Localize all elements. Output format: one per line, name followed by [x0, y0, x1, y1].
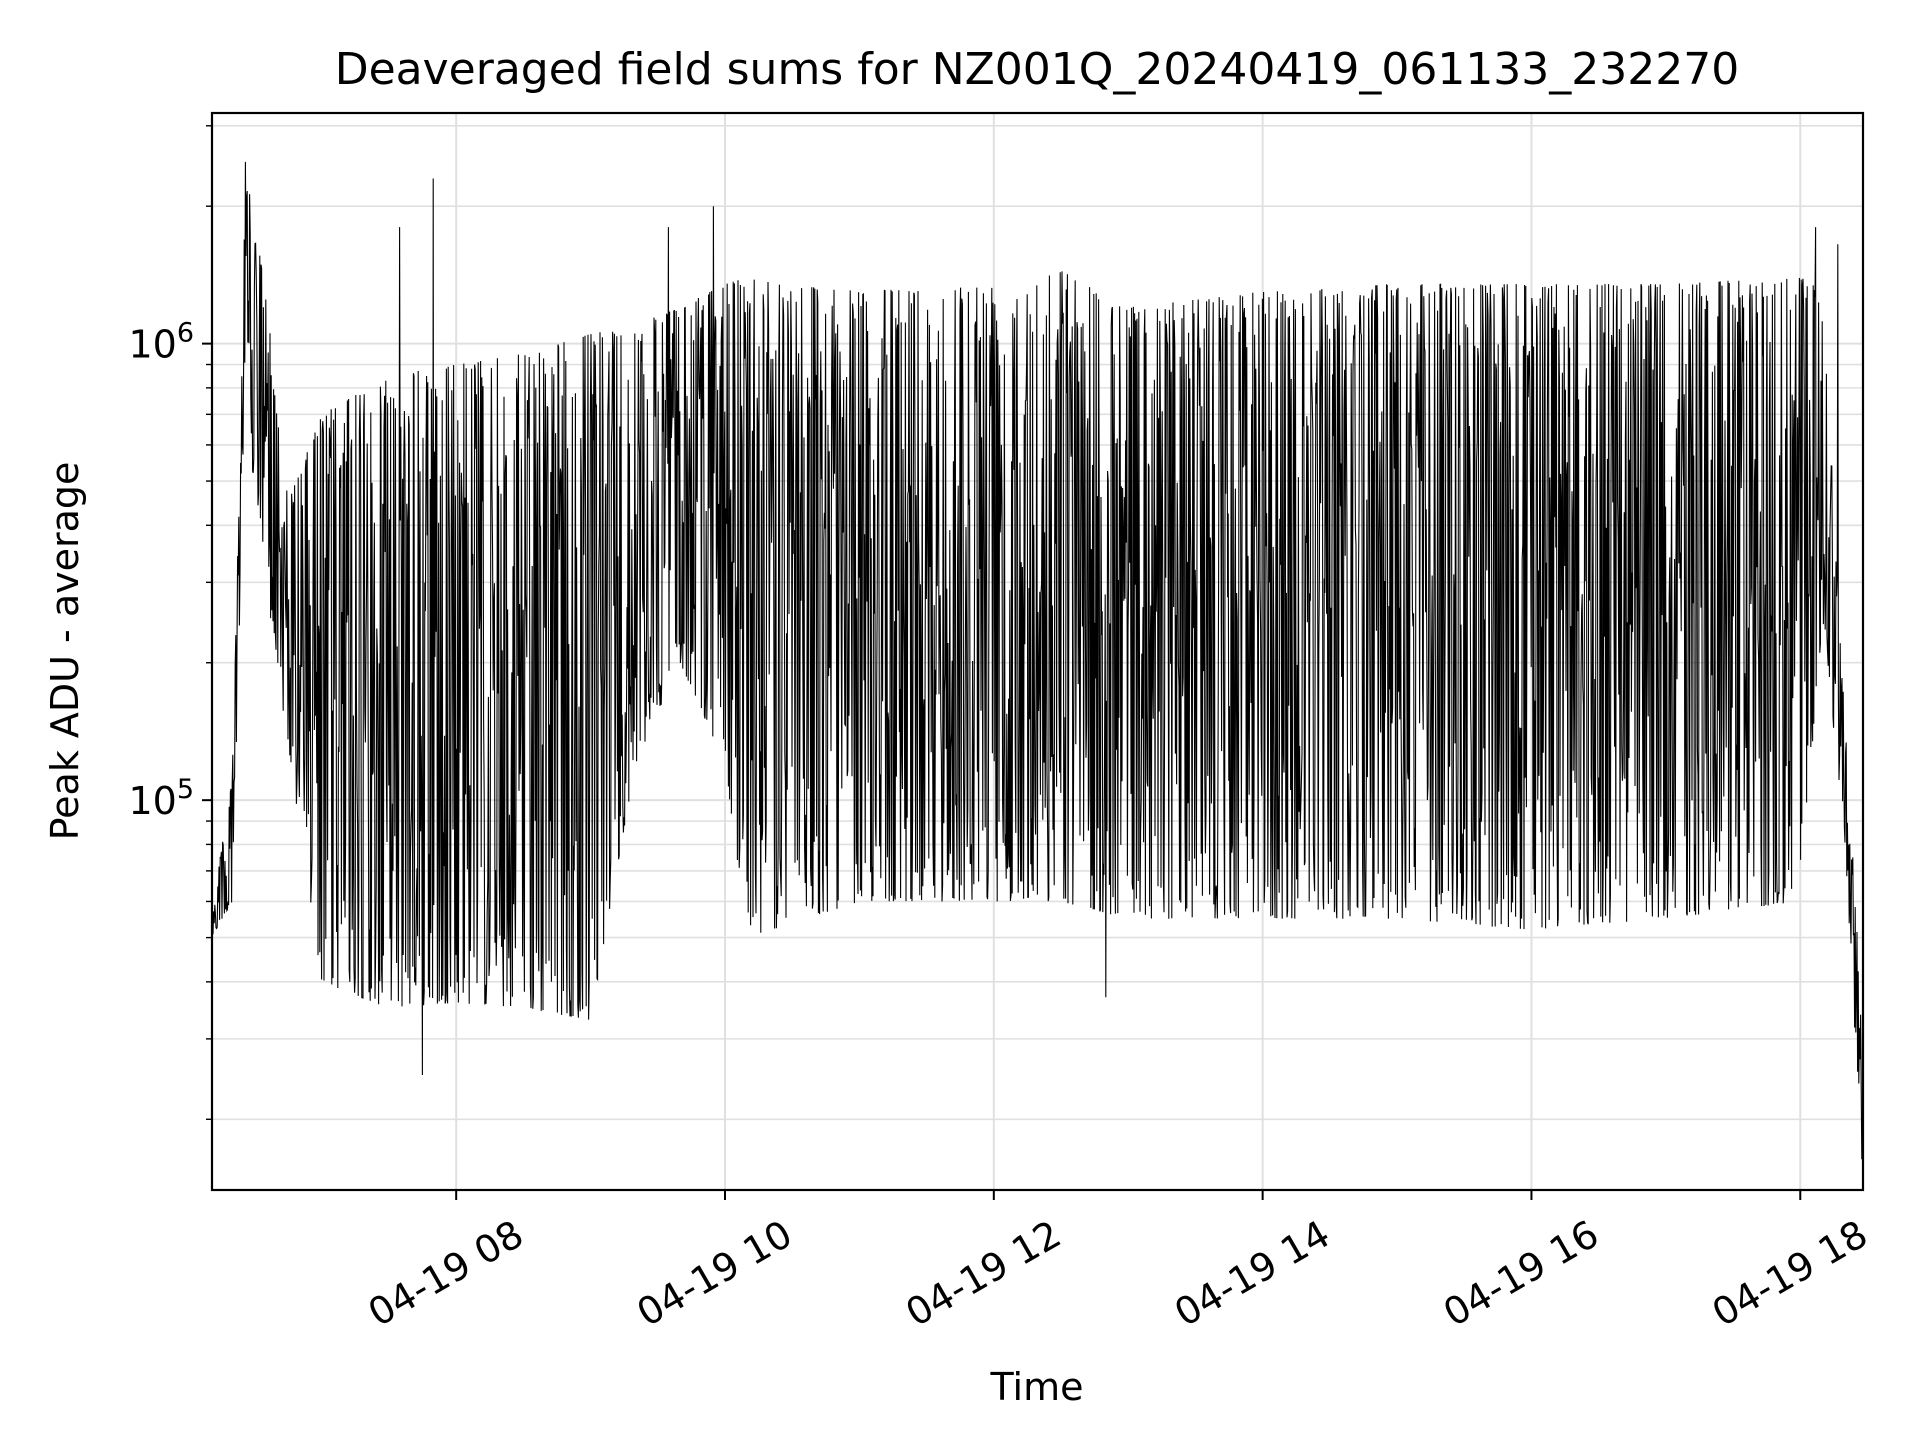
- y-axis: 105 106: [128, 125, 212, 1120]
- x-tick-label: 04-19 08: [361, 1212, 531, 1336]
- x-tick-label: 04-19 16: [1436, 1212, 1606, 1336]
- series-polyline: [212, 161, 1863, 1160]
- x-tick-label: 04-19 18: [1705, 1212, 1875, 1336]
- y-axis-label: Peak ADU - average: [43, 462, 87, 841]
- x-tick-label: 04-19 14: [1167, 1212, 1337, 1336]
- y-tick-label: 106: [128, 318, 194, 367]
- plot-frame: [210, 111, 1865, 1192]
- series-line: [212, 161, 1863, 1160]
- y-tick-label: 105: [128, 774, 194, 823]
- x-axis: 04-19 08 04-19 10 04-19 12 04-19 14 04-19 16…: [361, 1190, 1875, 1335]
- x-tick-label: 04-19 10: [630, 1212, 800, 1336]
- x-axis-label: Time: [990, 1365, 1084, 1409]
- chart-title: Deaveraged field sums for NZ001Q_2024041…: [335, 44, 1740, 95]
- x-tick-label: 04-19 12: [898, 1212, 1068, 1336]
